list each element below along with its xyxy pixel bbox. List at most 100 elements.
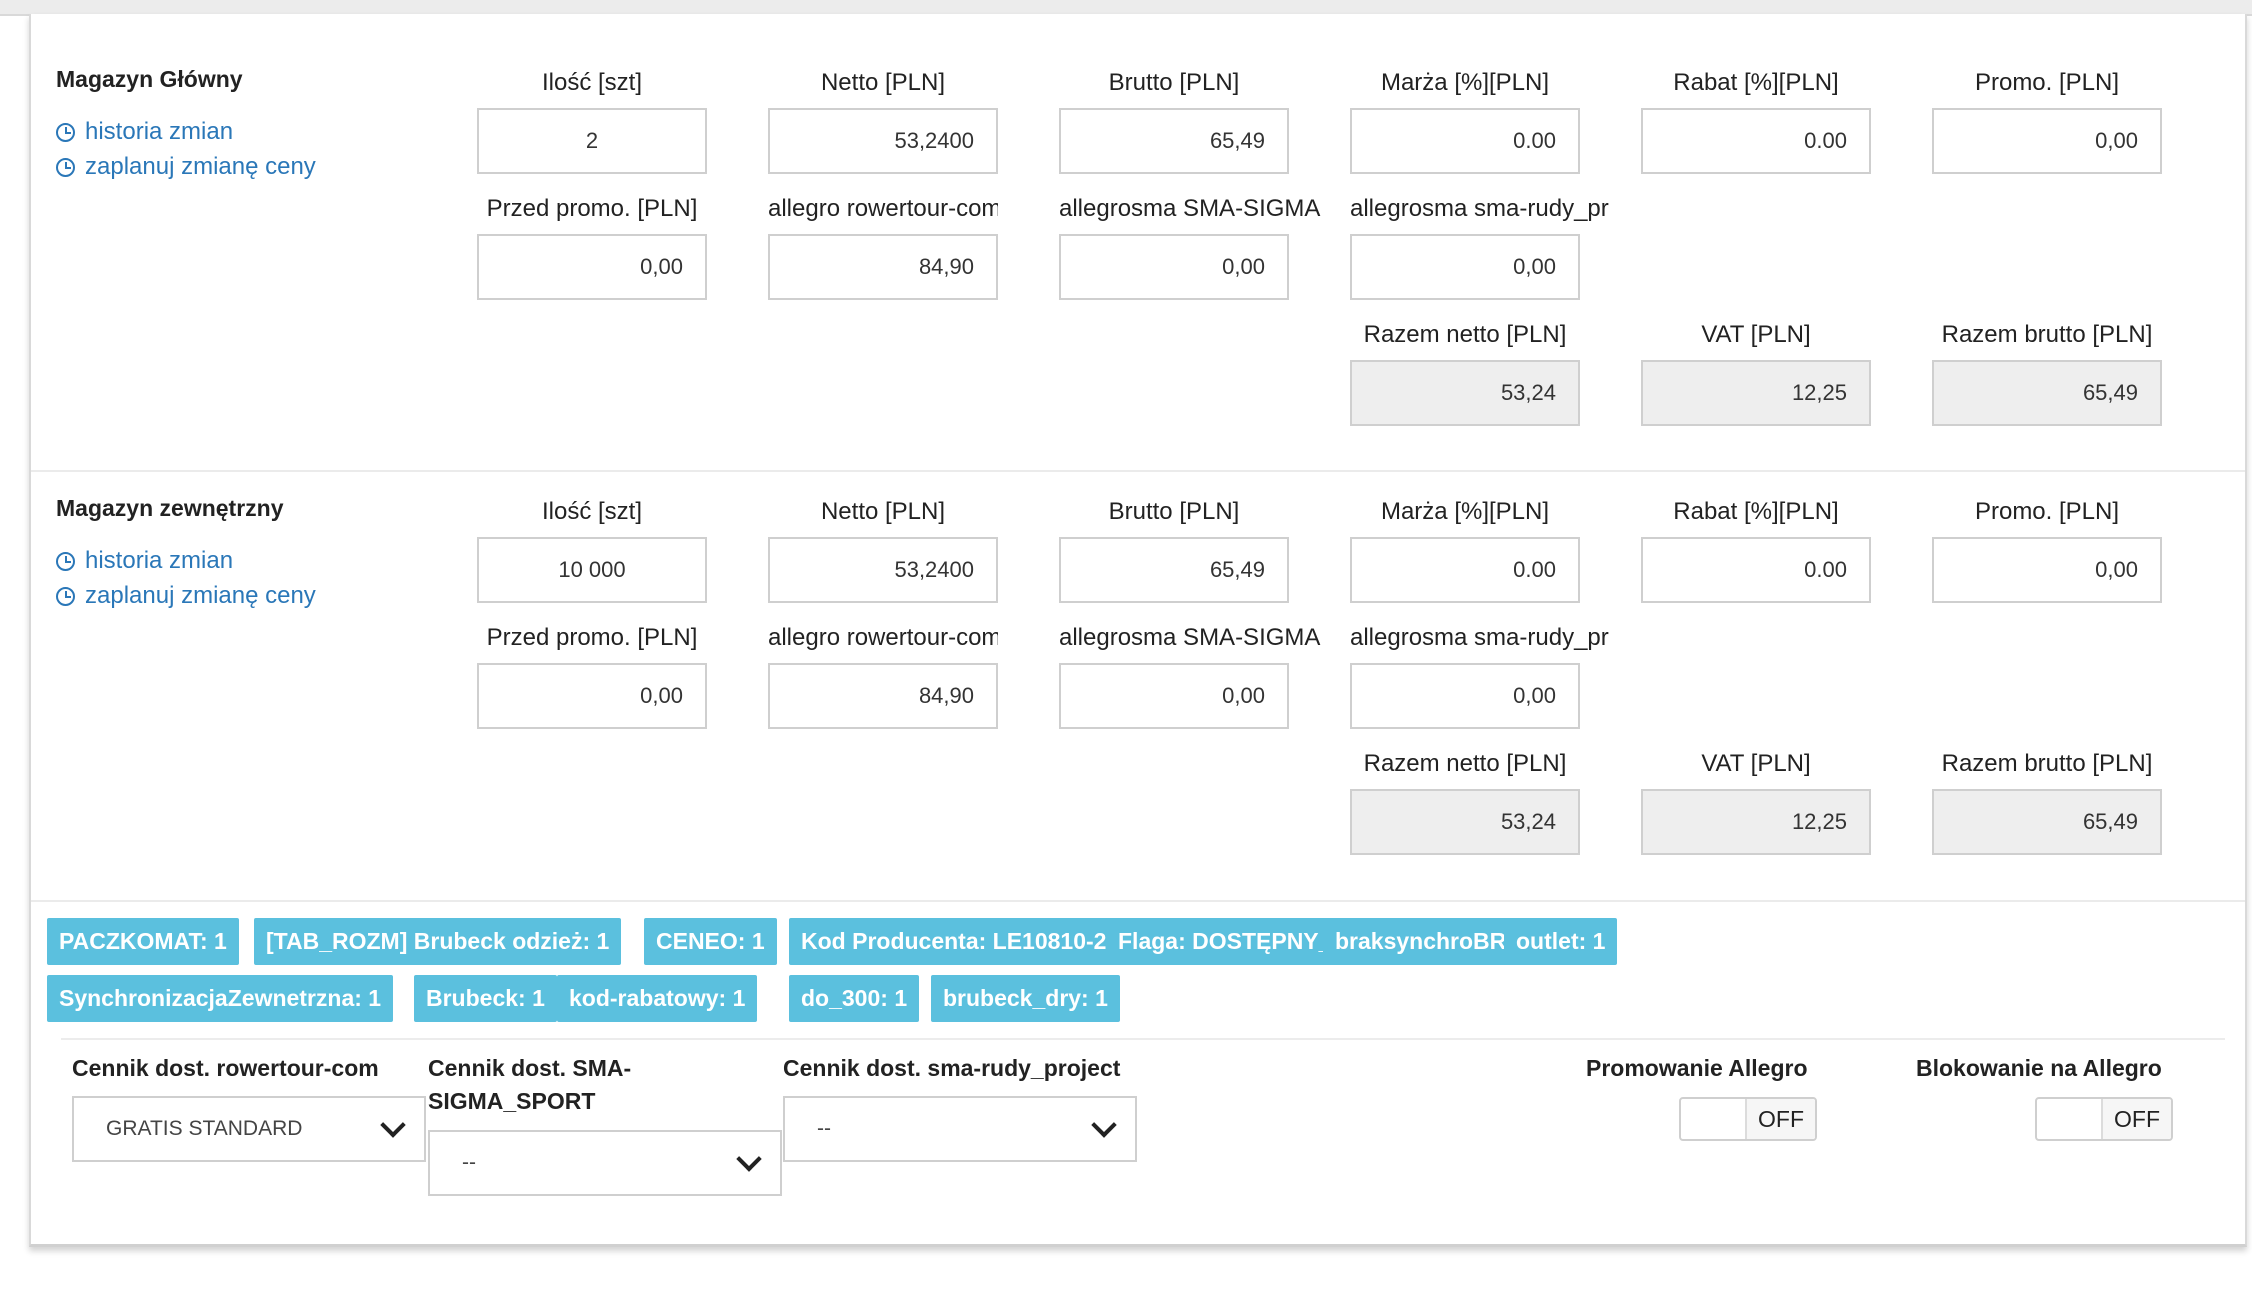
section-divider bbox=[31, 470, 2245, 472]
before-promo-field: Przed promo. [PLN] 0,00 bbox=[477, 621, 707, 729]
discount-input[interactable]: 0.00 bbox=[1641, 108, 1871, 174]
field-label: Ilość [szt] bbox=[541, 69, 643, 96]
discount-input[interactable]: 0.00 bbox=[1641, 537, 1871, 603]
select-value: -- bbox=[462, 1151, 476, 1174]
total-net-field: Razem netto [PLN] 53,24 bbox=[1350, 318, 1580, 426]
field-label: Marża [%][PLN] bbox=[1380, 69, 1550, 96]
schedule-price-link[interactable]: zaplanuj zmianę ceny bbox=[56, 153, 316, 181]
tag-badge: [TAB_ROZM] Brubeck odzież: 1 bbox=[254, 918, 622, 965]
promo-input[interactable]: 0,00 bbox=[1932, 108, 2162, 174]
chevron-down-icon bbox=[736, 1146, 762, 1172]
allegrosma-rudy-field: allegrosma sma-rudy_pr 0,00 bbox=[1350, 192, 1612, 300]
quantity-field: Ilość [szt] 10 000 bbox=[477, 495, 707, 603]
schedule-price-link[interactable]: zaplanuj zmianę ceny bbox=[56, 582, 316, 610]
pricelist-sma-sigma-select[interactable]: -- bbox=[428, 1130, 782, 1196]
gross-price-field: Brutto [PLN] 65,49 bbox=[1059, 495, 1289, 603]
field-label: Promo. [PLN] bbox=[1974, 498, 2120, 525]
gross-price-input[interactable]: 65,49 bbox=[1059, 537, 1289, 603]
tag-badge: kod-rabatowy: 1 bbox=[557, 975, 758, 1022]
tag-badge: CENEO: 1 bbox=[644, 918, 777, 965]
field-label: Brutto [PLN] bbox=[1108, 69, 1240, 96]
allegrosma-rudy-input[interactable]: 0,00 bbox=[1350, 663, 1580, 729]
block-allegro-toggle[interactable]: OFF bbox=[2035, 1097, 2173, 1141]
toggle-state: OFF bbox=[1745, 1099, 1815, 1139]
tag-badge: SynchronizacjaZewnetrzna: 1 bbox=[47, 975, 394, 1022]
allegrosma-rudy-input[interactable]: 0,00 bbox=[1350, 234, 1580, 300]
section-divider bbox=[31, 900, 2245, 902]
promote-allegro-toggle[interactable]: OFF bbox=[1679, 1097, 1817, 1141]
margin-input[interactable]: 0.00 bbox=[1350, 537, 1580, 603]
total-gross-field: Razem brutto [PLN] 65,49 bbox=[1932, 747, 2162, 855]
chevron-down-icon bbox=[380, 1112, 406, 1138]
field-label: Rabat [%][PLN] bbox=[1673, 69, 1839, 96]
select-value: -- bbox=[817, 1117, 831, 1140]
field-label: Razem netto [PLN] bbox=[1363, 750, 1567, 777]
field-label: Razem brutto [PLN] bbox=[1941, 321, 2153, 348]
schedule-price-link-label: zaplanuj zmianę ceny bbox=[85, 582, 316, 609]
field-label: VAT [PLN] bbox=[1701, 750, 1811, 777]
field-label: Netto [PLN] bbox=[820, 498, 946, 525]
promote-allegro-label: Promowanie Allegro bbox=[1586, 1055, 1808, 1081]
field-label: Brutto [PLN] bbox=[1108, 498, 1240, 525]
select-value: GRATIS STANDARD bbox=[106, 1117, 303, 1140]
tag-badge: outlet: 1 bbox=[1504, 918, 1618, 965]
vat-field: VAT [PLN] 12,25 bbox=[1641, 747, 1871, 855]
allegrosma-rudy-field: allegrosma sma-rudy_pr 0,00 bbox=[1350, 621, 1612, 729]
clock-icon bbox=[56, 551, 75, 571]
allegro-rowertour-input[interactable]: 84,90 bbox=[768, 663, 998, 729]
field-label: Rabat [%][PLN] bbox=[1673, 498, 1839, 525]
net-price-input[interactable]: 53,2400 bbox=[768, 537, 998, 603]
field-label: Marża [%][PLN] bbox=[1380, 498, 1550, 525]
total-net-value: 53,24 bbox=[1350, 789, 1580, 855]
warehouse-title: Magazyn zewnętrzny bbox=[56, 495, 284, 521]
net-price-field: Netto [PLN] 53,2400 bbox=[768, 66, 998, 174]
promo-input[interactable]: 0,00 bbox=[1932, 537, 2162, 603]
allegro-rowertour-input[interactable]: 84,90 bbox=[768, 234, 998, 300]
clock-icon bbox=[56, 122, 75, 142]
margin-input[interactable]: 0.00 bbox=[1350, 108, 1580, 174]
allegrosma-sigma-input[interactable]: 0,00 bbox=[1059, 234, 1289, 300]
before-promo-input[interactable]: 0,00 bbox=[477, 234, 707, 300]
tag-badge: PACZKOMAT: 1 bbox=[47, 918, 239, 965]
gross-price-input[interactable]: 65,49 bbox=[1059, 108, 1289, 174]
total-gross-field: Razem brutto [PLN] 65,49 bbox=[1932, 318, 2162, 426]
total-net-value: 53,24 bbox=[1350, 360, 1580, 426]
field-label: Netto [PLN] bbox=[820, 69, 946, 96]
pricelist-rowertour-select[interactable]: GRATIS STANDARD bbox=[72, 1096, 426, 1162]
tag-badge: brubeck_dry: 1 bbox=[931, 975, 1120, 1022]
clock-icon bbox=[56, 586, 75, 606]
block-allegro-label: Blokowanie na Allegro bbox=[1916, 1055, 2162, 1081]
history-link-label: historia zmian bbox=[85, 118, 234, 145]
vat-value: 12,25 bbox=[1641, 360, 1871, 426]
margin-field: Marża [%][PLN] 0.00 bbox=[1350, 495, 1580, 603]
quantity-input[interactable]: 10 000 bbox=[477, 537, 707, 603]
allegrosma-sigma-field: allegrosma SMA-SIGMA 0,00 bbox=[1059, 621, 1325, 729]
allegrosma-sigma-input[interactable]: 0,00 bbox=[1059, 663, 1289, 729]
history-link[interactable]: historia zmian bbox=[56, 547, 233, 575]
warehouse-main-section: Magazyn Główny historia zmian zaplanuj z… bbox=[31, 14, 2245, 470]
field-label: allegro rowertour-com [P bbox=[768, 195, 998, 222]
net-price-input[interactable]: 53,2400 bbox=[768, 108, 998, 174]
field-label: Razem netto [PLN] bbox=[1363, 321, 1567, 348]
before-promo-field: Przed promo. [PLN] 0,00 bbox=[477, 192, 707, 300]
total-gross-value: 65,49 bbox=[1932, 360, 2162, 426]
pricelist-label: Cennik dost. sma-rudy_project bbox=[783, 1055, 1121, 1081]
warehouse-title: Magazyn Główny bbox=[56, 66, 243, 92]
quantity-input[interactable]: 2 bbox=[477, 108, 707, 174]
before-promo-input[interactable]: 0,00 bbox=[477, 663, 707, 729]
total-gross-value: 65,49 bbox=[1932, 789, 2162, 855]
schedule-price-link-label: zaplanuj zmianę ceny bbox=[85, 153, 316, 180]
discount-field: Rabat [%][PLN] 0.00 bbox=[1641, 495, 1871, 603]
margin-field: Marża [%][PLN] 0.00 bbox=[1350, 66, 1580, 174]
divider bbox=[61, 1038, 2225, 1040]
quantity-field: Ilość [szt] 2 bbox=[477, 66, 707, 174]
field-label: allegrosma sma-rudy_pr bbox=[1350, 624, 1609, 651]
history-link[interactable]: historia zmian bbox=[56, 118, 233, 146]
tag-badge: do_300: 1 bbox=[789, 975, 920, 1022]
allegro-rowertour-field: allegro rowertour-com [P 84,90 bbox=[768, 621, 998, 729]
allegro-rowertour-field: allegro rowertour-com [P 84,90 bbox=[768, 192, 998, 300]
net-price-field: Netto [PLN] 53,2400 bbox=[768, 495, 998, 603]
pricelist-sma-rudy-select[interactable]: -- bbox=[783, 1096, 1137, 1162]
field-label: allegrosma sma-rudy_pr bbox=[1350, 195, 1609, 222]
total-net-field: Razem netto [PLN] 53,24 bbox=[1350, 747, 1580, 855]
